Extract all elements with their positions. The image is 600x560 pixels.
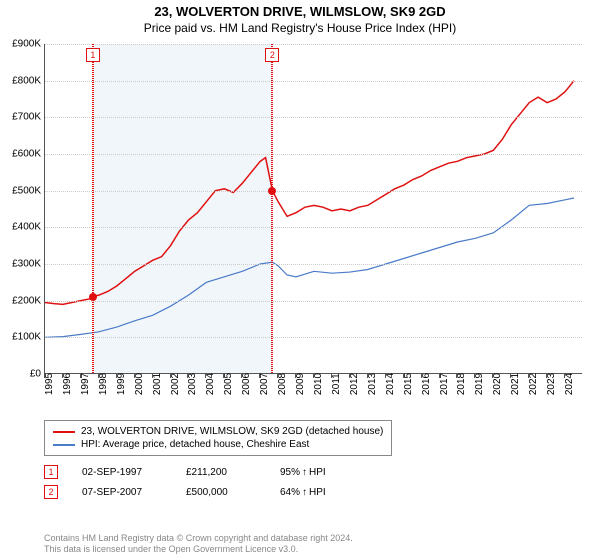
series-line-address	[45, 81, 574, 305]
sale-price: £211,200	[186, 467, 256, 478]
x-axis-label: 1999	[116, 373, 127, 395]
sale-row: 2 07-SEP-2007 £500,000 64%↑HPI	[44, 482, 326, 502]
sale-point	[89, 293, 97, 301]
y-axis-label: £600K	[12, 149, 45, 160]
line-paths	[45, 44, 582, 373]
x-axis-label: 2004	[205, 373, 216, 395]
x-axis-label: 1997	[80, 373, 91, 395]
y-axis-label: £200K	[12, 295, 45, 306]
legend-label: HPI: Average price, detached house, Ches…	[81, 439, 309, 450]
sale-hpi-delta: 95%↑HPI	[280, 467, 326, 478]
sale-marker-line	[271, 44, 273, 373]
x-axis-label: 2021	[510, 373, 521, 395]
y-axis-label: £400K	[12, 222, 45, 233]
gridline	[45, 81, 582, 82]
gridline	[45, 264, 582, 265]
y-axis-label: £900K	[12, 39, 45, 50]
sales-table: 1 02-SEP-1997 £211,200 95%↑HPI 2 07-SEP-2007 £…	[44, 462, 326, 502]
y-axis-label: £0	[30, 369, 45, 380]
x-axis-label: 2018	[456, 373, 467, 395]
x-axis-label: 2015	[403, 373, 414, 395]
x-axis-label: 2010	[313, 373, 324, 395]
series-line-hpi	[45, 198, 574, 337]
x-axis-label: 2012	[349, 373, 360, 395]
x-axis-label: 1998	[98, 373, 109, 395]
gridline	[45, 337, 582, 338]
x-axis-label: 2005	[223, 373, 234, 395]
gridline	[45, 191, 582, 192]
x-axis-label: 2017	[439, 373, 450, 395]
x-axis-label: 1996	[62, 373, 73, 395]
sale-price: £500,000	[186, 487, 256, 498]
footer-attribution: Contains HM Land Registry data © Crown c…	[44, 533, 353, 556]
legend-item: 23, WOLVERTON DRIVE, WILMSLOW, SK9 2GD (…	[53, 425, 383, 438]
x-axis-label: 2007	[259, 373, 270, 395]
footer-line-2: This data is licensed under the Open Gov…	[44, 544, 353, 556]
sale-marker-box: 2	[265, 48, 279, 62]
x-axis-label: 2020	[492, 373, 503, 395]
x-axis-label: 2024	[564, 373, 575, 395]
gridline	[45, 117, 582, 118]
sale-row-marker: 1	[44, 465, 58, 479]
x-axis-label: 2002	[170, 373, 181, 395]
footer-line-1: Contains HM Land Registry data © Crown c…	[44, 533, 353, 545]
sale-point	[268, 187, 276, 195]
y-axis-label: £700K	[12, 112, 45, 123]
sale-row: 1 02-SEP-1997 £211,200 95%↑HPI	[44, 462, 326, 482]
x-axis-label: 2016	[421, 373, 432, 395]
x-axis-label: 2001	[152, 373, 163, 395]
x-axis-label: 2008	[277, 373, 288, 395]
sale-date: 02-SEP-1997	[82, 467, 162, 478]
x-axis-label: 2006	[241, 373, 252, 395]
gridline	[45, 301, 582, 302]
y-axis-label: £800K	[12, 75, 45, 86]
legend-label: 23, WOLVERTON DRIVE, WILMSLOW, SK9 2GD (…	[81, 426, 383, 437]
x-axis-labels: 1995199619971998199920002001200220032004…	[44, 378, 582, 418]
x-axis-label: 2014	[385, 373, 396, 395]
x-axis-label: 1995	[44, 373, 55, 395]
legend-swatch	[53, 444, 75, 446]
sale-marker-box: 1	[86, 48, 100, 62]
legend-item: HPI: Average price, detached house, Ches…	[53, 438, 383, 451]
sale-marker-line	[92, 44, 94, 373]
gridline	[45, 44, 582, 45]
x-axis-label: 2022	[528, 373, 539, 395]
x-axis-label: 2013	[367, 373, 378, 395]
legend-box: 23, WOLVERTON DRIVE, WILMSLOW, SK9 2GD (…	[44, 420, 392, 456]
x-axis-label: 2019	[474, 373, 485, 395]
y-axis-label: £100K	[12, 332, 45, 343]
x-axis-label: 2023	[546, 373, 557, 395]
x-axis-label: 2011	[331, 373, 342, 395]
x-axis-label: 2003	[187, 373, 198, 395]
y-axis-label: £500K	[12, 185, 45, 196]
gridline	[45, 227, 582, 228]
x-axis-label: 2009	[295, 373, 306, 395]
chart-area: £0£100K£200K£300K£400K£500K£600K£700K£80…	[44, 44, 582, 374]
chart-subtitle: Price paid vs. HM Land Registry's House …	[0, 19, 600, 39]
chart-title: 23, WOLVERTON DRIVE, WILMSLOW, SK9 2GD	[0, 0, 600, 19]
x-axis-label: 2000	[134, 373, 145, 395]
sale-row-marker: 2	[44, 485, 58, 499]
sale-date: 07-SEP-2007	[82, 487, 162, 498]
legend-swatch	[53, 431, 75, 433]
plot-area: £0£100K£200K£300K£400K£500K£600K£700K£80…	[44, 44, 582, 374]
sale-hpi-delta: 64%↑HPI	[280, 487, 326, 498]
gridline	[45, 154, 582, 155]
y-axis-label: £300K	[12, 259, 45, 270]
